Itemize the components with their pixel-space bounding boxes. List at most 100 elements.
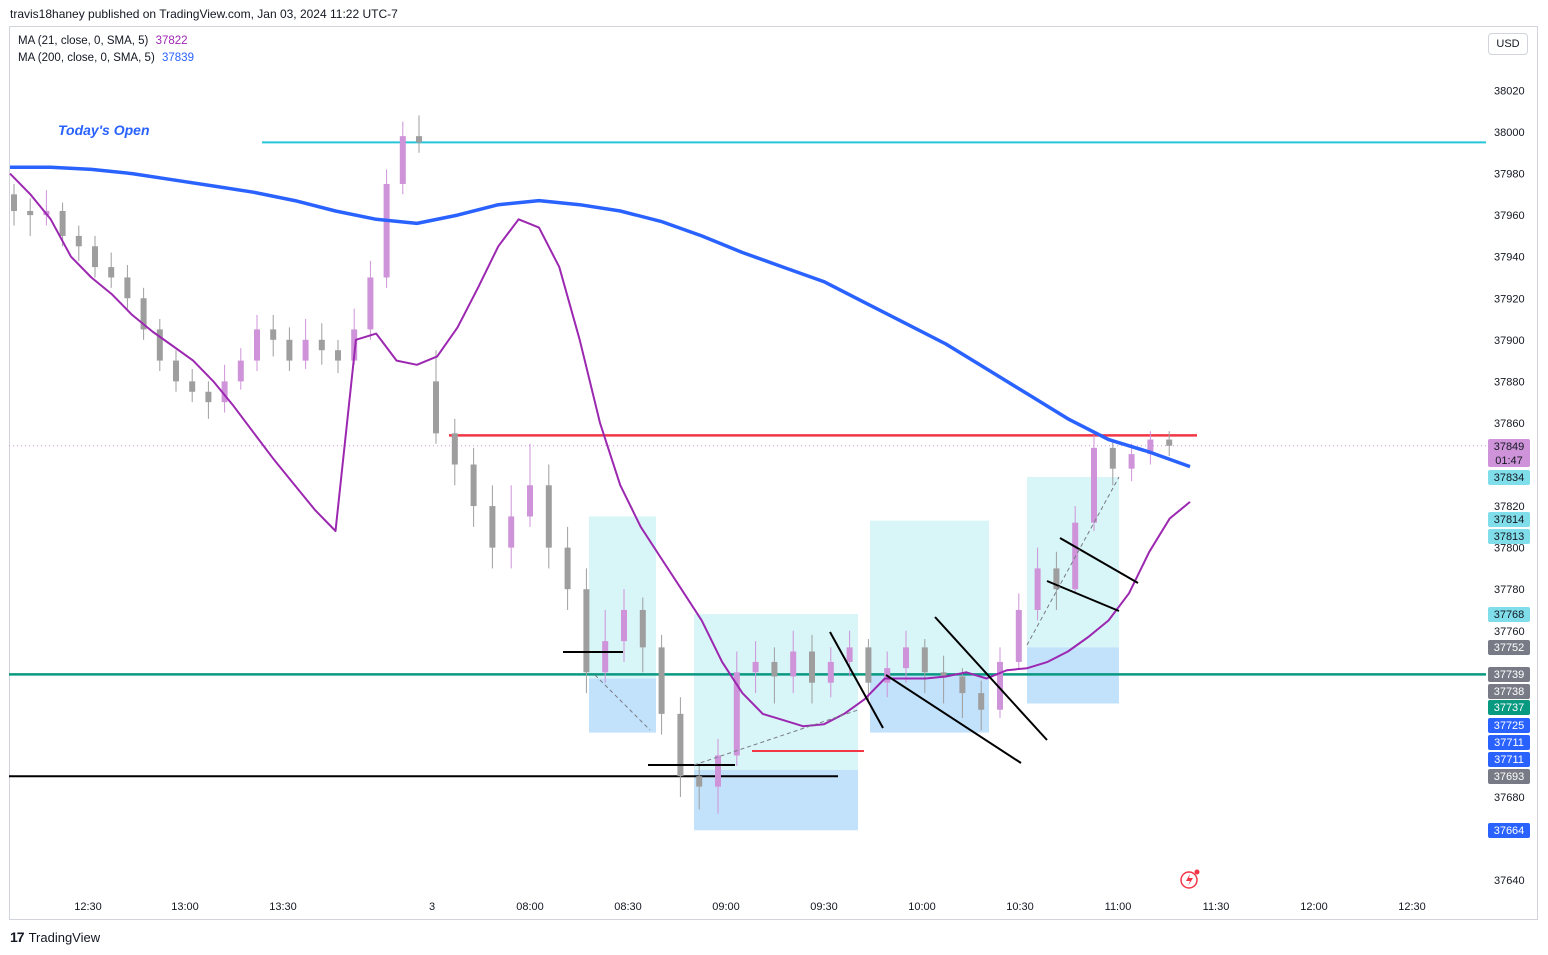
candle-body[interactable] bbox=[75, 235, 82, 247]
profit-zone[interactable] bbox=[589, 516, 656, 679]
candle-body[interactable] bbox=[189, 381, 196, 392]
price-tag-text: 37739 bbox=[1494, 669, 1525, 681]
candle-body[interactable] bbox=[827, 661, 834, 683]
candle-body[interactable] bbox=[921, 647, 928, 673]
y-tick-label: 37980 bbox=[1494, 169, 1525, 181]
x-tick-label: 11:00 bbox=[1105, 901, 1132, 913]
legend-ma200[interactable]: MA (200, close, 0, SMA, 5) 37839 bbox=[18, 52, 194, 64]
y-tick-label: 37900 bbox=[1494, 335, 1525, 347]
lightning-icon[interactable] bbox=[1180, 869, 1200, 889]
legend-ma21[interactable]: MA (21, close, 0, SMA, 5) 37822 bbox=[18, 35, 188, 47]
candle-body[interactable] bbox=[1053, 568, 1060, 590]
candle-body[interactable] bbox=[545, 485, 552, 548]
candle-body[interactable] bbox=[1147, 439, 1154, 455]
trend-drawing[interactable] bbox=[885, 674, 1022, 764]
candle-body[interactable] bbox=[399, 136, 406, 184]
candle-body[interactable] bbox=[489, 506, 496, 548]
candle-body[interactable] bbox=[383, 183, 390, 278]
candle-body[interactable] bbox=[108, 267, 115, 278]
price-tag-bg bbox=[1488, 823, 1530, 838]
price-tag-text: 37849 bbox=[1494, 441, 1525, 453]
candle-body[interactable] bbox=[621, 609, 627, 642]
price-tag: 37814 bbox=[1488, 512, 1530, 527]
candle-body[interactable] bbox=[978, 693, 985, 710]
trend-drawing[interactable] bbox=[1059, 537, 1139, 584]
candle-body[interactable] bbox=[583, 589, 590, 673]
candle-body[interactable] bbox=[846, 647, 853, 662]
candle-body[interactable] bbox=[677, 713, 684, 777]
candle-body[interactable] bbox=[1072, 522, 1079, 590]
price-tag-bg bbox=[1488, 700, 1530, 715]
trend-drawing[interactable] bbox=[934, 616, 1048, 741]
candle-body[interactable] bbox=[416, 136, 422, 143]
candle-body[interactable] bbox=[140, 298, 147, 330]
price-tag: 37849 01:47 bbox=[1488, 439, 1530, 467]
candle-body[interactable] bbox=[865, 647, 872, 683]
price-tag: 37768 bbox=[1488, 607, 1530, 622]
footer-brand[interactable]: 17 TradingView bbox=[10, 929, 100, 945]
profit-zone[interactable] bbox=[870, 520, 989, 675]
currency-button[interactable]: USD bbox=[1488, 33, 1528, 55]
candle-body[interactable] bbox=[156, 329, 163, 361]
candle-body[interactable] bbox=[1109, 447, 1116, 469]
ma21-line[interactable] bbox=[9, 172, 1191, 728]
candle-body[interactable] bbox=[508, 516, 515, 548]
candle-body[interactable] bbox=[790, 651, 797, 677]
price-tag-text: 37711 bbox=[1494, 737, 1524, 749]
candle-body[interactable] bbox=[771, 661, 778, 677]
candle-body[interactable] bbox=[124, 277, 131, 299]
candle-body[interactable] bbox=[639, 609, 646, 648]
candle-body[interactable] bbox=[903, 647, 909, 669]
candle-body[interactable] bbox=[564, 547, 571, 590]
candle-body[interactable] bbox=[940, 672, 947, 677]
candle-body[interactable] bbox=[470, 464, 477, 507]
candle-body[interactable] bbox=[997, 661, 1003, 710]
candle-body[interactable] bbox=[959, 676, 966, 694]
candle-body[interactable] bbox=[367, 277, 374, 330]
candle-body[interactable] bbox=[270, 329, 277, 340]
candle-body[interactable] bbox=[92, 246, 98, 268]
candle-body[interactable] bbox=[809, 651, 815, 683]
candle-body[interactable] bbox=[696, 776, 703, 787]
candle-body[interactable] bbox=[715, 755, 721, 787]
candle-body[interactable] bbox=[173, 360, 179, 382]
trend-drawing[interactable] bbox=[1046, 580, 1120, 612]
candle-body[interactable] bbox=[527, 485, 533, 517]
candle-body[interactable] bbox=[27, 210, 34, 216]
candle-body[interactable] bbox=[658, 647, 665, 714]
candle-body[interactable] bbox=[602, 641, 609, 673]
candle-body[interactable] bbox=[205, 391, 212, 403]
x-tick-label: 09:30 bbox=[810, 901, 838, 913]
candle-body[interactable] bbox=[11, 194, 17, 211]
candle-body[interactable] bbox=[733, 672, 740, 756]
candle-body[interactable] bbox=[335, 350, 341, 361]
candle-body[interactable] bbox=[1015, 609, 1022, 662]
candle-body[interactable] bbox=[59, 210, 66, 236]
candle-body[interactable] bbox=[752, 661, 759, 673]
trend-drawing[interactable] bbox=[829, 631, 884, 729]
candle-body[interactable] bbox=[302, 339, 309, 361]
candle-body[interactable] bbox=[433, 381, 439, 434]
candle-body[interactable] bbox=[318, 339, 325, 351]
price-tag: 37752 bbox=[1488, 640, 1530, 655]
candle-body[interactable] bbox=[1166, 439, 1173, 446]
candle-body[interactable] bbox=[451, 433, 458, 465]
candle-body[interactable] bbox=[1034, 568, 1041, 610]
stop-zone[interactable] bbox=[589, 678, 656, 733]
candle-body[interactable] bbox=[286, 339, 293, 361]
candle-body[interactable] bbox=[237, 360, 244, 382]
chart-frame bbox=[9, 26, 1538, 920]
x-tick-label: 10:30 bbox=[1006, 901, 1034, 913]
price-tag-text: 37813 bbox=[1494, 531, 1525, 543]
candle-body[interactable] bbox=[221, 381, 228, 403]
candle-body[interactable] bbox=[1128, 454, 1135, 469]
stop-zone[interactable] bbox=[694, 769, 858, 831]
price-tag-bg bbox=[1488, 667, 1530, 682]
price-tag-bg bbox=[1488, 640, 1530, 655]
price-tag-text: 37664 bbox=[1494, 825, 1525, 837]
candle-body[interactable] bbox=[254, 329, 260, 361]
candle-body[interactable] bbox=[351, 329, 358, 361]
candle-body[interactable] bbox=[1091, 447, 1097, 523]
ma200-line[interactable] bbox=[10, 165, 1191, 469]
